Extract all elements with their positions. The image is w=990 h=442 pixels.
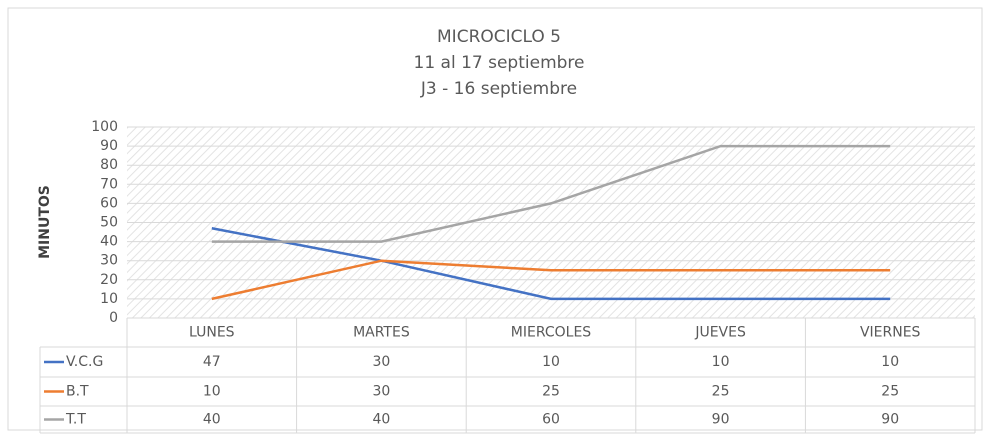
y-tick-label: 50	[100, 215, 118, 231]
y-axis-label: MINUTOS	[37, 185, 53, 259]
series-line	[211, 259, 891, 301]
y-tick-label: 0	[109, 310, 118, 326]
table-value: 47	[203, 354, 221, 370]
y-tick-label: 30	[100, 253, 118, 269]
x-tick-label: MARTES	[353, 325, 410, 341]
legend-label: V.C.G	[66, 354, 103, 370]
series-line	[211, 144, 891, 243]
table-value: 25	[542, 384, 560, 400]
y-tick-label: 80	[100, 157, 118, 173]
y-tick-label: 70	[100, 176, 118, 192]
y-tick-label: 10	[100, 291, 118, 307]
x-tick-label: MIERCOLES	[511, 325, 592, 341]
legend-label: B.T	[66, 384, 89, 400]
y-tick-label: 100	[91, 119, 118, 135]
x-tick-label: VIERNES	[860, 325, 921, 341]
table-value: 40	[203, 412, 221, 428]
table-value: 60	[542, 412, 560, 428]
y-tick-label: 40	[100, 234, 118, 250]
table-value: 25	[712, 384, 730, 400]
y-tick-label: 20	[100, 272, 118, 288]
table-value: 90	[881, 412, 899, 428]
table-value: 10	[881, 354, 899, 370]
table-value: 30	[372, 354, 390, 370]
table-value: 30	[372, 384, 390, 400]
chart-subtitle: J3 - 16 septiembre	[420, 79, 577, 99]
y-tick-label: 60	[100, 195, 118, 211]
chart-subtitle: 11 al 17 septiembre	[414, 53, 585, 73]
x-tick-label: LUNES	[189, 325, 235, 341]
legend-label: T.T	[65, 412, 86, 428]
y-tick-label: 90	[100, 138, 118, 154]
table-value: 10	[542, 354, 560, 370]
chart-title: MICROCICLO 5	[437, 27, 561, 47]
table-value: 10	[712, 354, 730, 370]
table-value: 40	[372, 412, 390, 428]
table-value: 10	[203, 384, 221, 400]
series-line	[211, 227, 891, 301]
table-value: 25	[881, 384, 899, 400]
x-tick-label: JUEVES	[694, 325, 746, 341]
table-value: 90	[712, 412, 730, 428]
